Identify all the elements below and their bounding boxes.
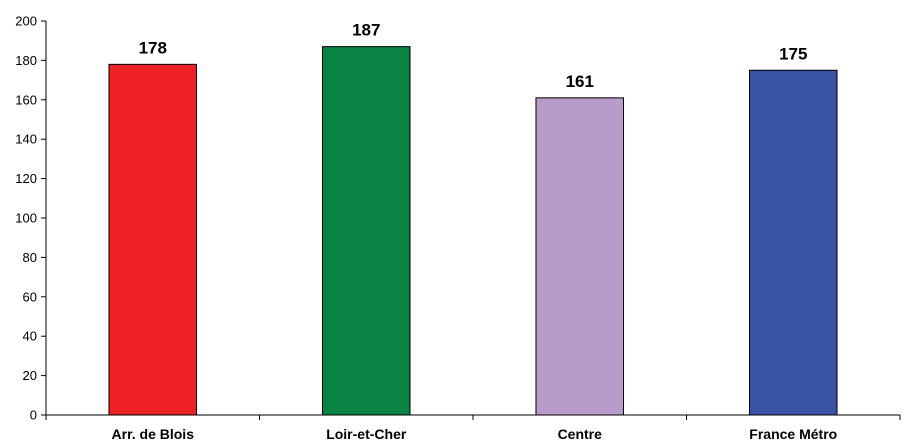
bar-value-label: 187: [352, 21, 380, 40]
y-tick-label: 20: [23, 368, 37, 383]
y-tick-label: 60: [23, 289, 37, 304]
y-tick-label: 40: [23, 329, 37, 344]
bar-value-label: 175: [779, 44, 807, 63]
y-tick-label: 140: [15, 132, 37, 147]
x-category-label: Loir-et-Cher: [326, 426, 407, 442]
bar: [108, 63, 198, 416]
y-tick-label: 200: [15, 14, 37, 29]
y-tick-label: 80: [23, 250, 37, 265]
y-tick-label: 120: [15, 171, 37, 186]
bar: [321, 46, 411, 416]
y-tick-label: 0: [30, 408, 37, 423]
bar: [748, 69, 838, 416]
x-category-label: France Métro: [749, 426, 837, 442]
bar-value-label: 161: [566, 72, 594, 91]
y-tick-label: 180: [15, 53, 37, 68]
data-labels: 178 187 161 175: [139, 21, 808, 91]
x-axis: Arr. de Blois Loir-et-Cher Centre France Mé…: [41, 414, 901, 442]
y-axis: 0 20 40 60 80 100 120 140 160 180 200: [15, 14, 47, 423]
x-category-label: Arr. de Blois: [112, 426, 195, 442]
bar: [535, 97, 625, 416]
y-tick-label: 160: [15, 92, 37, 107]
x-category-label: Centre: [558, 426, 603, 442]
bars: [108, 46, 838, 416]
y-tick-label: 100: [15, 211, 37, 226]
bar-value-label: 178: [139, 38, 167, 57]
